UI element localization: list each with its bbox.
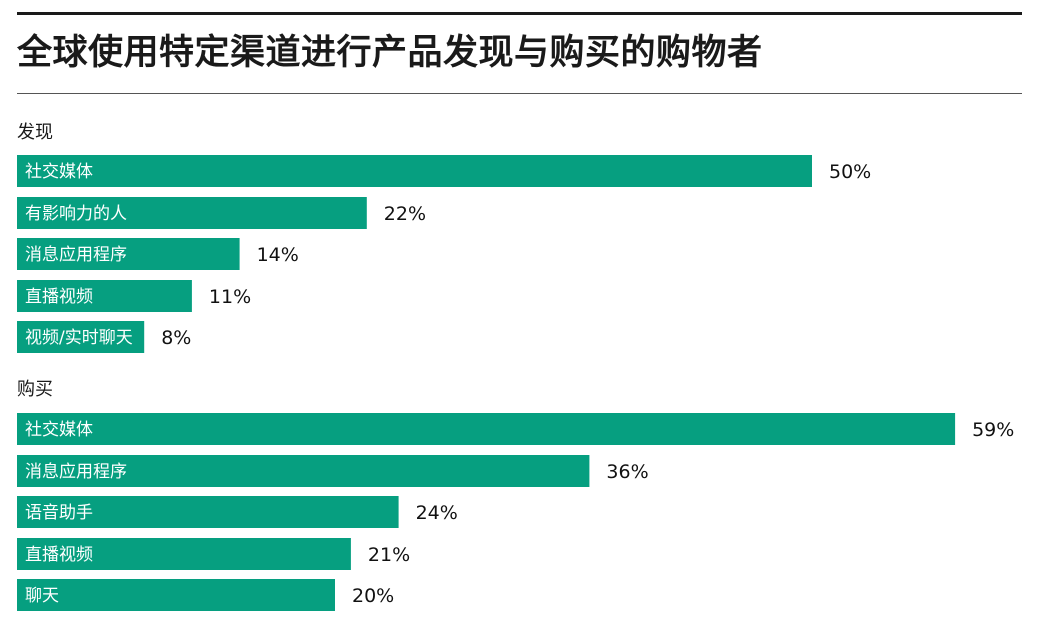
- group-label-purchase: 购买: [17, 379, 53, 400]
- group-label-discovery: 发现: [17, 122, 53, 143]
- bar-value-1-1: 36%: [606, 461, 648, 483]
- bar-value-0-0: 50%: [829, 161, 871, 183]
- bar-0-2: [17, 238, 240, 270]
- bar-value-0-4: 8%: [161, 327, 191, 349]
- bar-value-1-3: 21%: [368, 544, 410, 566]
- bar-value-1-4: 20%: [352, 585, 394, 607]
- bar-0-3: [17, 280, 192, 312]
- bar-1-0: [17, 413, 956, 445]
- bar-label-1-2: 语音助手: [25, 503, 93, 523]
- bar-value-0-3: 11%: [209, 286, 251, 308]
- bar-label-0-1: 有影响力的人: [25, 204, 127, 224]
- bar-label-1-1: 消息应用程序: [25, 462, 127, 482]
- title-rule: [17, 93, 1022, 94]
- bar-value-1-2: 24%: [416, 502, 458, 524]
- bar-1-4: [17, 579, 335, 611]
- bar-0-1: [17, 197, 367, 229]
- bar-value-1-0: 59%: [972, 419, 1014, 441]
- bar-1-1: [17, 455, 590, 487]
- bar-value-0-2: 14%: [257, 244, 299, 266]
- bar-1-3: [17, 538, 351, 570]
- bar-1-2: [17, 496, 399, 528]
- top-rule: [17, 12, 1022, 15]
- bar-value-0-1: 22%: [384, 203, 426, 225]
- bar-0-0: [17, 155, 812, 187]
- bar-label-1-4: 聊天: [25, 586, 59, 606]
- bar-label-0-0: 社交媒体: [25, 162, 93, 182]
- bar-label-1-0: 社交媒体: [25, 420, 93, 440]
- bar-label-1-3: 直播视频: [25, 545, 93, 565]
- bar-label-0-3: 直播视频: [25, 287, 93, 307]
- bar-0-4: [17, 321, 145, 353]
- chart-title: 全球使用特定渠道进行产品发现与购买的购物者: [17, 33, 763, 73]
- bar-label-0-4: 视频/实时聊天: [25, 328, 133, 348]
- bar-label-0-2: 消息应用程序: [25, 245, 127, 265]
